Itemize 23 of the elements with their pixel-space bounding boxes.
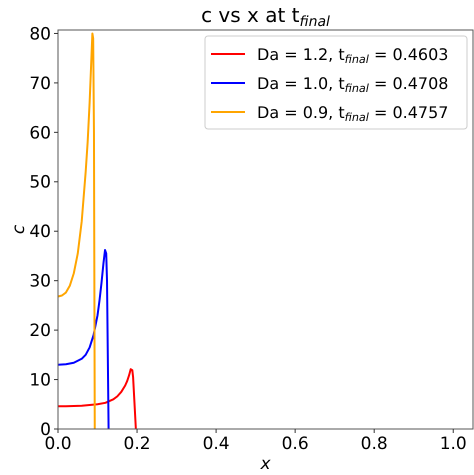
legend-label: Da = 0.9, t$_{final}$ = 0.4757 — [257, 103, 448, 124]
x-tick-label: 0.4 — [202, 434, 230, 454]
x-tick-label: 1.0 — [440, 434, 467, 454]
y-tick-label: 50 — [29, 172, 51, 193]
line-series — [57, 249, 110, 430]
x-tick-label: 0.2 — [124, 434, 151, 454]
y-tick-label: 40 — [29, 222, 51, 242]
y-tick-label: 80 — [29, 24, 51, 44]
y-tick-label: 60 — [29, 123, 51, 144]
y-axis-title: c — [9, 224, 29, 234]
chart-title: c vs x at t$_{final}$ — [201, 3, 330, 30]
line-series — [57, 368, 137, 430]
legend-label: Da = 1.0, t$_{final}$ = 0.4708 — [257, 74, 448, 95]
legend-label: Da = 1.2, t$_{final}$ = 0.4603 — [257, 45, 448, 66]
y-tick-label: 70 — [29, 74, 51, 94]
line-series — [57, 32, 96, 430]
y-tick-label: 30 — [29, 272, 51, 292]
y-tick-label: 20 — [29, 321, 51, 342]
x-tick-label: 0.8 — [360, 434, 388, 454]
x-axis-title: x — [259, 454, 272, 474]
x-tick-label: 0.6 — [282, 434, 309, 454]
x-tick-label: 0.0 — [44, 434, 72, 454]
y-tick-label: 10 — [29, 370, 51, 391]
